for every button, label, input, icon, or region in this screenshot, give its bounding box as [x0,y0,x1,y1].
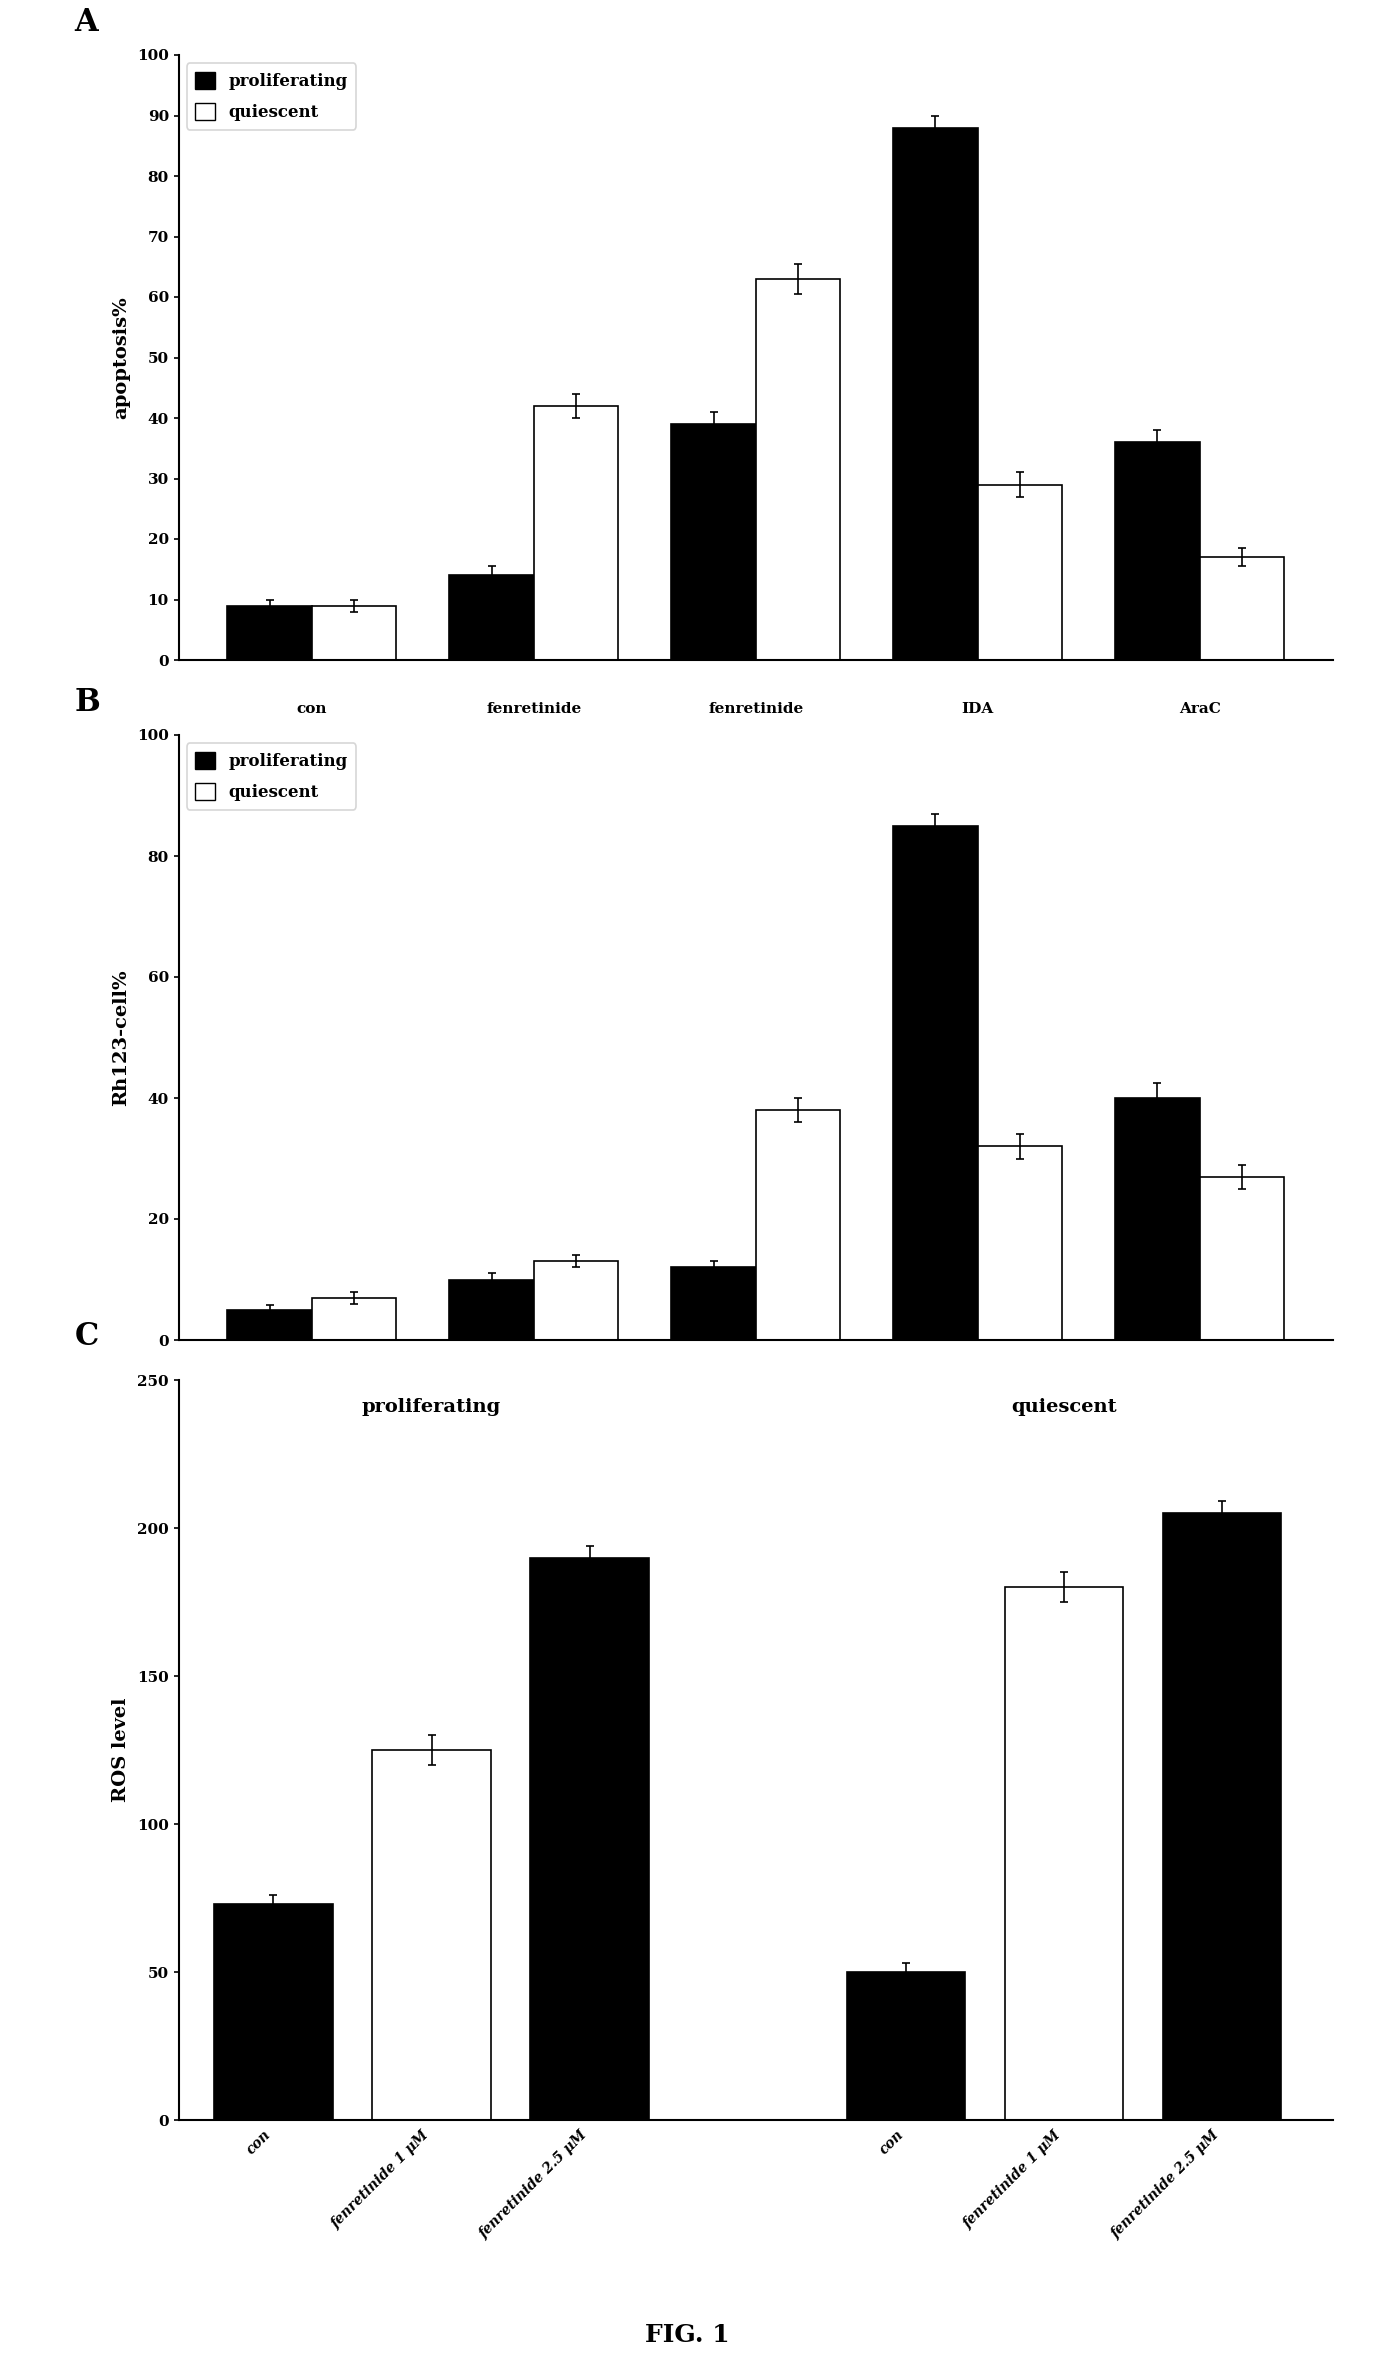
Bar [533,406,618,660]
Text: AraC: AraC [1179,703,1220,717]
Bar [672,425,756,660]
Text: IDA: IDA [962,703,993,717]
Bar [533,1261,618,1339]
Bar [228,606,312,660]
Text: AraC: AraC [1179,1382,1220,1396]
Bar [372,1750,491,2121]
Bar [214,1905,333,2121]
Bar [1162,1513,1282,2121]
Y-axis label: Rh123-cell%: Rh123-cell% [113,969,131,1107]
Text: B: B [74,686,100,717]
Bar [530,1558,649,2121]
Text: proliferating: proliferating [361,1396,502,1416]
Text: C: C [74,1321,99,1351]
Y-axis label: ROS level: ROS level [113,1698,131,1803]
Text: con: con [297,703,327,717]
Bar [312,606,396,660]
Bar [1200,558,1283,660]
Text: quiescent: quiescent [1011,1396,1117,1416]
Bar [312,1297,396,1339]
Bar [893,826,978,1339]
Text: fenretinide: fenretinide [486,1382,581,1396]
Bar [893,128,978,660]
Text: FIG. 1: FIG. 1 [644,2323,730,2346]
Text: 5 μM: 5 μM [1178,739,1221,753]
Text: fenretinide: fenretinide [486,703,581,717]
Text: con: con [297,1382,327,1396]
Text: fenretinide: fenretinide [708,703,804,717]
Bar [449,575,533,660]
Legend: proliferating, quiescent: proliferating, quiescent [187,64,356,131]
Y-axis label: apoptosis%: apoptosis% [113,297,131,418]
Text: A: A [74,7,99,38]
Text: 20 μM: 20 μM [951,739,1004,753]
Text: 1 μM: 1 μM [511,739,555,753]
Bar [756,278,840,660]
Text: fenretinide: fenretinide [708,1382,804,1396]
Bar [449,1280,533,1339]
Bar [672,1268,756,1339]
Bar [1116,1097,1200,1339]
Bar [1200,1176,1283,1340]
Bar [228,1309,312,1339]
Legend: proliferating, quiescent: proliferating, quiescent [187,743,356,810]
Text: 5 μM: 5 μM [1178,1418,1221,1432]
Bar [978,484,1062,660]
Bar [846,1971,965,2121]
Text: IDA: IDA [962,1382,993,1396]
Bar [978,1147,1062,1340]
Bar [1116,442,1200,660]
Text: 2.5 μM: 2.5 μM [725,739,786,753]
Bar [1004,1586,1124,2121]
Bar [756,1109,840,1339]
Text: 20 μM: 20 μM [951,1418,1004,1432]
Text: 2.5 μM: 2.5 μM [725,1418,786,1432]
Text: 1 μM: 1 μM [511,1418,555,1432]
